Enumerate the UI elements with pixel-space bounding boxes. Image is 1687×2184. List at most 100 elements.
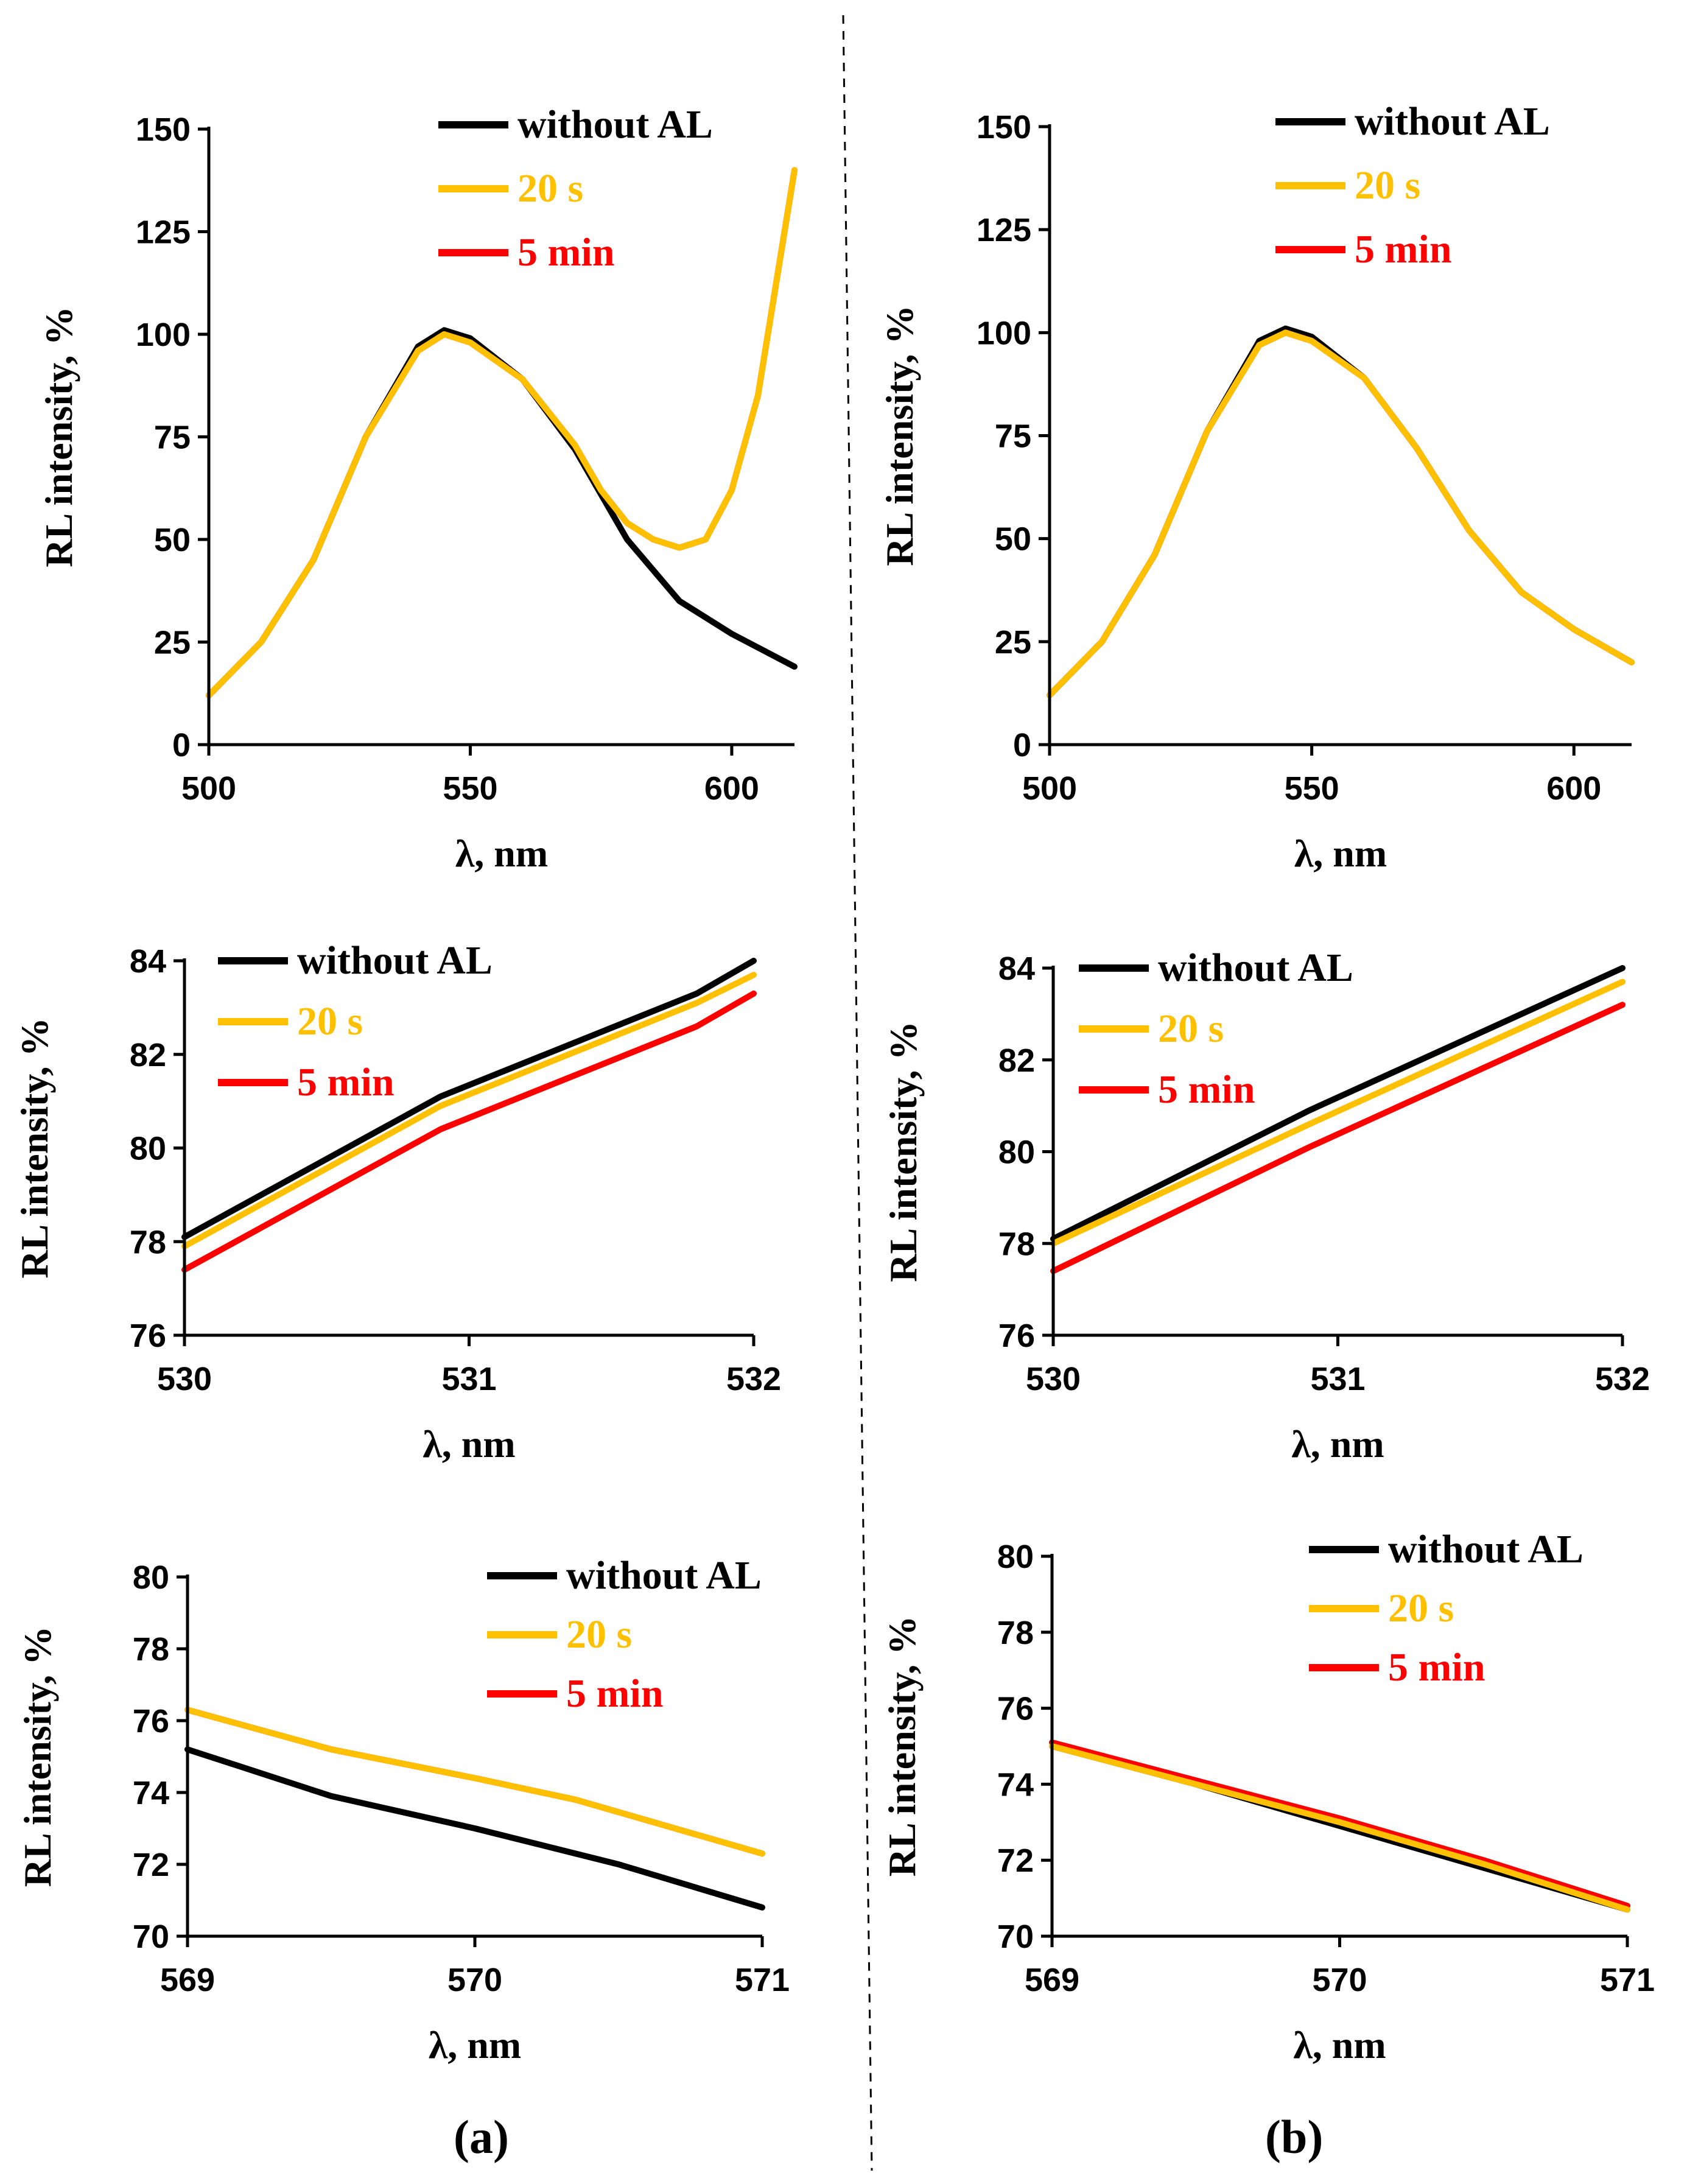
y-tick-label: 74 [133,1775,169,1811]
legend-label-5min: 5 min [1388,1645,1485,1690]
series-line-without-al [1050,965,1626,1242]
legend-label-5min: 5 min [566,1671,664,1716]
legend: without AL 20 s 5 min [1309,1527,1584,1690]
y-tick-label: 80 [997,1539,1034,1575]
y-tick-label: 84 [130,943,166,980]
x-axis-label: λ, nm [455,832,548,875]
x-tick-label: 600 [1546,770,1601,807]
panel-divider [842,15,873,2171]
series-line-20s [181,972,757,1249]
y-tick-label: 70 [997,1919,1034,1955]
series-line-without-al [206,327,798,699]
chart-a-bot: 70 72 74 76 78 80 569 570 571 λ, nm RL intensity, … [16,1553,790,2066]
y-tick-label: 76 [130,1318,166,1354]
x-axis-label: λ, nm [423,1422,515,1466]
y-tick-label: 78 [133,1631,169,1668]
y-tick-label: 76 [998,1318,1035,1354]
y-tick-label: 72 [133,1847,169,1883]
x-tick-label: 531 [441,1361,496,1397]
legend-label-without-al: without AL [1158,946,1353,990]
series-line-without-al [181,958,757,1240]
y-tick-label: 0 [1013,727,1031,764]
y-tick-label: 100 [977,315,1031,351]
legend-label-without-al: without AL [517,102,713,147]
y-axis-label: RL intensity, % [13,1017,56,1279]
y-tick-label: 82 [998,1042,1035,1079]
y-tick-label: 75 [154,420,191,456]
chart-b-top: 0 25 50 75 100 125 150 500 550 600 λ, nm RL intensi… [878,99,1635,875]
x-tick-label: 550 [1285,770,1339,807]
x-tick-label: 571 [735,1962,790,1998]
series-line-5min [181,990,757,1273]
series-line-5min [1049,1739,1630,1909]
x-tick-label: 569 [1025,1962,1079,1998]
y-tick-label: 80 [998,1134,1035,1171]
y-tick-label: 150 [977,109,1031,146]
legend-label-20s: 20 s [517,166,583,211]
x-axis-label: λ, nm [1294,832,1387,875]
x-axis-label: λ, nm [1293,2023,1386,2066]
legend-label-20s: 20 s [566,1612,632,1657]
legend: without AL 20 s 5 min [218,938,493,1104]
y-tick-label: 78 [998,1226,1035,1262]
x-tick-label: 531 [1310,1361,1365,1397]
series-line-without-al [184,1746,765,1911]
legend: without AL 20 s 5 min [487,1553,762,1716]
x-tick-label: 532 [1595,1361,1650,1397]
legend-label-5min: 5 min [1355,227,1452,272]
y-tick-label: 75 [995,418,1031,455]
y-tick-label: 150 [136,111,191,148]
series-line-20s [1049,1743,1630,1913]
legend-label-without-al: without AL [1388,1527,1584,1571]
y-tick-label: 125 [977,212,1031,248]
x-tick-label: 569 [160,1962,215,1998]
x-tick-label: 570 [1312,1962,1367,1998]
legend: without AL 20 s 5 min [438,102,713,275]
y-tick-label: 25 [154,625,191,661]
legend-label-5min: 5 min [1158,1067,1255,1112]
y-tick-label: 70 [133,1919,169,1955]
y-tick-label: 76 [997,1691,1034,1727]
y-tick-label: 76 [133,1703,169,1740]
chart-b-mid: 76 78 80 82 84 530 531 532 λ, nm RL intensity, % w… [882,946,1650,1466]
y-tick-label: 125 [136,214,191,251]
legend-label-5min: 5 min [297,1060,395,1104]
x-axis-label: λ, nm [429,2023,521,2066]
y-tick-label: 82 [130,1037,166,1073]
legend: without AL 20 s 5 min [1275,99,1550,272]
y-axis-label: RL intensity, % [880,1616,924,1877]
series-line-20s [1047,329,1635,698]
legend: without AL 20 s 5 min [1079,946,1353,1112]
legend-label-without-al: without AL [566,1553,762,1598]
legend-label-20s: 20 s [1388,1586,1454,1631]
y-tick-label: 78 [130,1224,166,1260]
y-tick-label: 72 [997,1842,1034,1879]
chart-a-mid: 76 78 80 82 84 530 531 532 λ, nm RL intensity, % w… [13,938,781,1466]
series-line-5min [1047,329,1635,698]
x-tick-label: 600 [704,770,759,807]
series-line-5min [1050,1002,1626,1274]
y-tick-label: 80 [130,1131,166,1167]
x-tick-label: 550 [443,770,497,807]
y-tick-label: 74 [997,1766,1034,1803]
y-axis-label: RL intensity, % [882,1021,925,1282]
caption-a: (a) [454,2110,509,2163]
x-tick-label: 500 [1022,770,1077,807]
series-line-20s [206,167,798,699]
legend-label-without-al: without AL [297,938,493,983]
y-tick-label: 78 [997,1615,1034,1651]
legend-label-20s: 20 s [1355,163,1420,208]
series-line-20s [1050,978,1626,1247]
chart-b-bot: 70 72 74 76 78 80 569 570 571 λ, nm RL intensity, … [880,1527,1655,2066]
y-tick-label: 84 [998,950,1035,987]
y-axis-label: RL intensity, % [37,306,80,567]
y-tick-label: 50 [154,522,191,558]
legend-label-20s: 20 s [1158,1006,1224,1051]
x-tick-label: 530 [157,1361,212,1397]
series-line-without-al [1047,325,1635,698]
x-tick-label: 500 [181,770,236,807]
legend-label-without-al: without AL [1355,99,1550,144]
y-tick-label: 80 [133,1559,169,1596]
y-axis-label: RL intensity, % [16,1626,59,1887]
x-tick-label: 571 [1600,1962,1655,1998]
